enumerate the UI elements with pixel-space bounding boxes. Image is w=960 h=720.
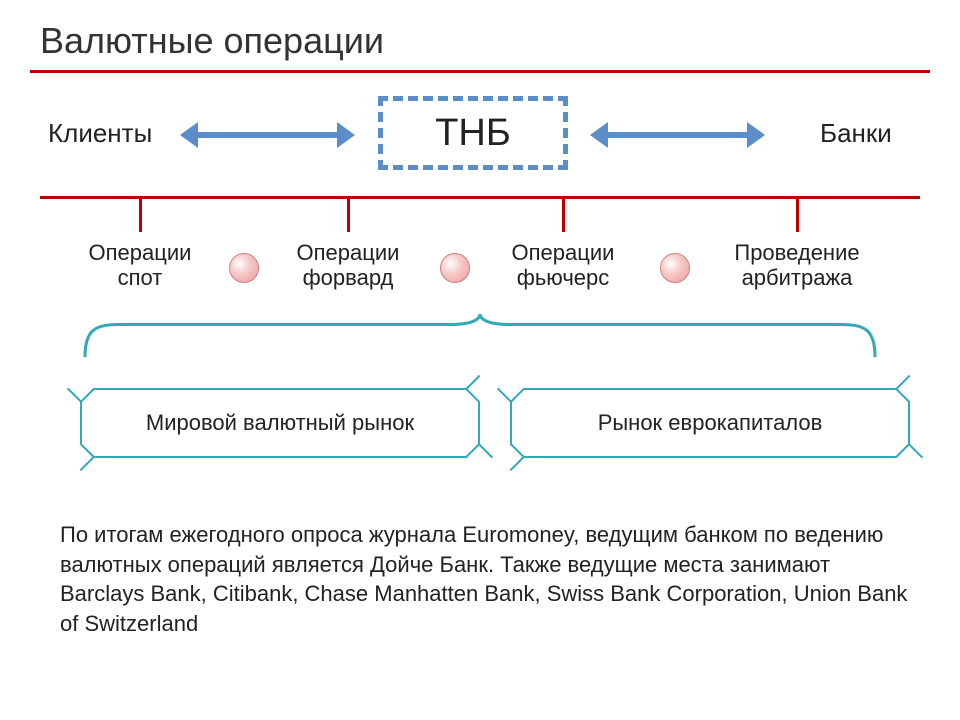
tnb-box: ТНБ	[378, 96, 568, 170]
arrow-head-icon	[337, 122, 355, 148]
arrow-head-icon	[747, 122, 765, 148]
operation-label: Проведениеарбитража	[717, 240, 877, 291]
operation-line1: Операции	[89, 240, 192, 265]
operation-line2: фьючерс	[517, 265, 610, 290]
operation-line2: форвард	[303, 265, 394, 290]
red-drop-line	[139, 196, 142, 232]
bullet-icon	[660, 253, 690, 283]
page-title: Валютные операции	[40, 20, 384, 62]
ticket-label: Рынок еврокапиталов	[598, 410, 823, 436]
operation-line2: арбитража	[742, 265, 853, 290]
red-drop-line	[347, 196, 350, 232]
tnb-label: ТНБ	[435, 112, 511, 155]
double-arrow-right	[590, 122, 765, 148]
label-banks: Банки	[820, 118, 892, 149]
double-arrow-left	[180, 122, 355, 148]
bullet-icon	[229, 253, 259, 283]
operation-line1: Операции	[512, 240, 615, 265]
operation-label: Операциифьючерс	[483, 240, 643, 291]
operation-label: Операциифорвард	[268, 240, 428, 291]
curly-brace-icon	[80, 312, 880, 362]
arrow-shaft	[604, 132, 751, 138]
ticket-label: Мировой валютный рынок	[146, 410, 414, 436]
title-underline	[30, 70, 930, 73]
ticket-box: Рынок еврокапиталов	[510, 388, 910, 458]
ticket-box: Мировой валютный рынок	[80, 388, 480, 458]
red-horizontal-line	[40, 196, 920, 199]
operation-line1: Проведение	[734, 240, 859, 265]
bullet-icon	[440, 253, 470, 283]
operation-line2: спот	[118, 265, 163, 290]
red-drop-line	[796, 196, 799, 232]
footnote-paragraph: По итогам ежегодного опроса журнала Euro…	[60, 520, 910, 639]
operation-label: Операцииспот	[60, 240, 220, 291]
arrow-shaft	[194, 132, 341, 138]
red-drop-line	[562, 196, 565, 232]
label-clients: Клиенты	[48, 118, 152, 149]
operation-line1: Операции	[297, 240, 400, 265]
